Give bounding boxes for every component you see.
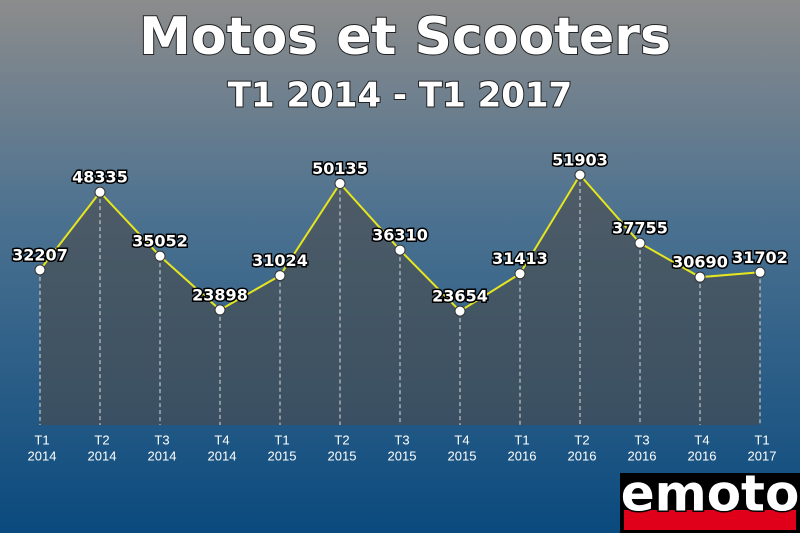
point xyxy=(334,178,346,190)
point xyxy=(514,268,526,280)
point xyxy=(394,244,406,256)
value-label: 31413 xyxy=(492,249,548,268)
point xyxy=(154,250,166,262)
x-tick-label: T1 xyxy=(754,432,769,447)
x-tick-label: 2015 xyxy=(388,448,417,463)
x-tick-label: T4 xyxy=(454,432,469,447)
point xyxy=(454,305,466,317)
x-tick-label: T3 xyxy=(634,432,649,447)
point xyxy=(574,169,586,181)
point xyxy=(694,271,706,283)
logo: emoto xyxy=(619,463,800,533)
value-label: 50135 xyxy=(312,159,368,178)
x-tick-label: 2016 xyxy=(568,448,597,463)
value-label: 23654 xyxy=(432,287,488,306)
value-label: 30690 xyxy=(672,253,728,272)
chart-title: Motos et Scooters xyxy=(139,7,671,67)
point xyxy=(634,237,646,249)
x-tick-label: T4 xyxy=(214,432,229,447)
point xyxy=(94,186,106,198)
point xyxy=(34,264,46,276)
value-label: 23898 xyxy=(192,285,248,304)
x-tick-label: 2016 xyxy=(508,448,537,463)
value-label: 31702 xyxy=(732,248,788,267)
logo-text: emoto xyxy=(621,465,800,523)
x-tick-label: T1 xyxy=(34,432,49,447)
x-tick-label: T3 xyxy=(394,432,409,447)
point xyxy=(754,266,766,278)
x-tick-label: 2014 xyxy=(28,448,57,463)
point xyxy=(274,270,286,282)
value-label: 31024 xyxy=(252,251,308,270)
logo-strip xyxy=(624,510,796,530)
x-tick-label: 2015 xyxy=(448,448,477,463)
x-tick-label: 2015 xyxy=(268,448,297,463)
x-tick-label: T2 xyxy=(574,432,589,447)
point xyxy=(214,304,226,316)
value-label: 51903 xyxy=(552,151,608,170)
value-label: 37755 xyxy=(612,219,668,238)
x-tick-label: 2015 xyxy=(328,448,357,463)
x-tick-label: 2014 xyxy=(148,448,177,463)
x-tick-label: 2017 xyxy=(748,448,777,463)
x-tick-label: 2016 xyxy=(628,448,657,463)
x-tick-label: 2014 xyxy=(88,448,117,463)
x-tick-label: T4 xyxy=(694,432,709,447)
x-tick-label: T2 xyxy=(94,432,109,447)
value-label: 48335 xyxy=(72,168,128,187)
x-tick-label: T3 xyxy=(154,432,169,447)
x-tick-label: 2014 xyxy=(208,448,237,463)
value-label: 36310 xyxy=(372,226,428,245)
value-label: 35052 xyxy=(132,232,188,251)
x-tick-label: T1 xyxy=(514,432,529,447)
x-tick-label: 2016 xyxy=(688,448,717,463)
value-label: 32207 xyxy=(12,245,68,264)
chart-subtitle: T1 2014 - T1 2017 xyxy=(228,76,572,116)
x-tick-label: T2 xyxy=(334,432,349,447)
x-tick-label: T1 xyxy=(274,432,289,447)
